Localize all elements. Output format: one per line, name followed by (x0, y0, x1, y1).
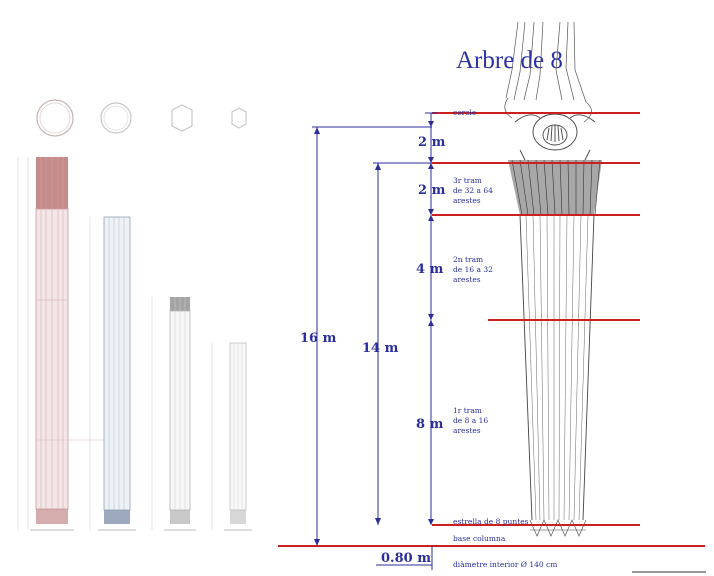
label-segment-1r: 8 m (416, 417, 444, 432)
annotations: cercle 3r tram de 32 a 64 arestes 2n tra… (453, 108, 557, 569)
label-total-height: 16 m (300, 331, 337, 346)
annotation-tram1-line2: de 8 a 16 (453, 416, 488, 425)
annotation-diametre: diàmetre interior Ø 140 cm (453, 560, 557, 569)
column-shaft (508, 159, 602, 537)
label-segment-cercle: 2 m (418, 135, 446, 150)
annotation-tram3-line1: 3r tram (453, 176, 482, 185)
annotation-tram2-line3: arestes (453, 275, 481, 284)
annotation-base: base columna (453, 534, 506, 543)
annotation-tram3-line2: de 32 a 64 (453, 186, 493, 195)
annotation-tram1-line1: 1r tram (453, 406, 482, 415)
plan-sections (36, 99, 247, 137)
dimension-labels: 16 m 14 m 2 m 2 m 4 m 8 m 0.80 m (300, 135, 446, 566)
label-shaft-height: 14 m (362, 341, 399, 356)
plan-circle-2 (100, 102, 132, 134)
plan-circle-1 (36, 99, 74, 137)
plan-hexagon (171, 104, 193, 132)
elevation-3 (151, 297, 196, 531)
elevation-1 (17, 157, 120, 531)
annotation-tram2-line2: de 16 a 32 (453, 265, 493, 274)
dimension-lines (312, 112, 706, 573)
annotation-tram3-line3: arestes (453, 196, 481, 205)
level-lines (278, 112, 705, 547)
annotation-tram1-line3: arestes (453, 426, 481, 435)
elevation-4 (211, 342, 252, 531)
annotation-tram2-line1: 2n tram (453, 255, 483, 264)
diagram-title: Arbre de 8 (456, 47, 563, 74)
elevation-2 (89, 216, 136, 531)
annotation-estrella: estrella de 8 puntes (453, 517, 529, 526)
label-base-width: 0.80 m (381, 551, 431, 566)
capital-knot (514, 113, 596, 161)
label-segment-3r: 2 m (418, 183, 446, 198)
branch-sketch (504, 21, 592, 123)
plan-small-hexagon (231, 107, 247, 129)
label-segment-2n: 4 m (416, 262, 444, 277)
annotation-cercle: cercle (453, 108, 477, 117)
